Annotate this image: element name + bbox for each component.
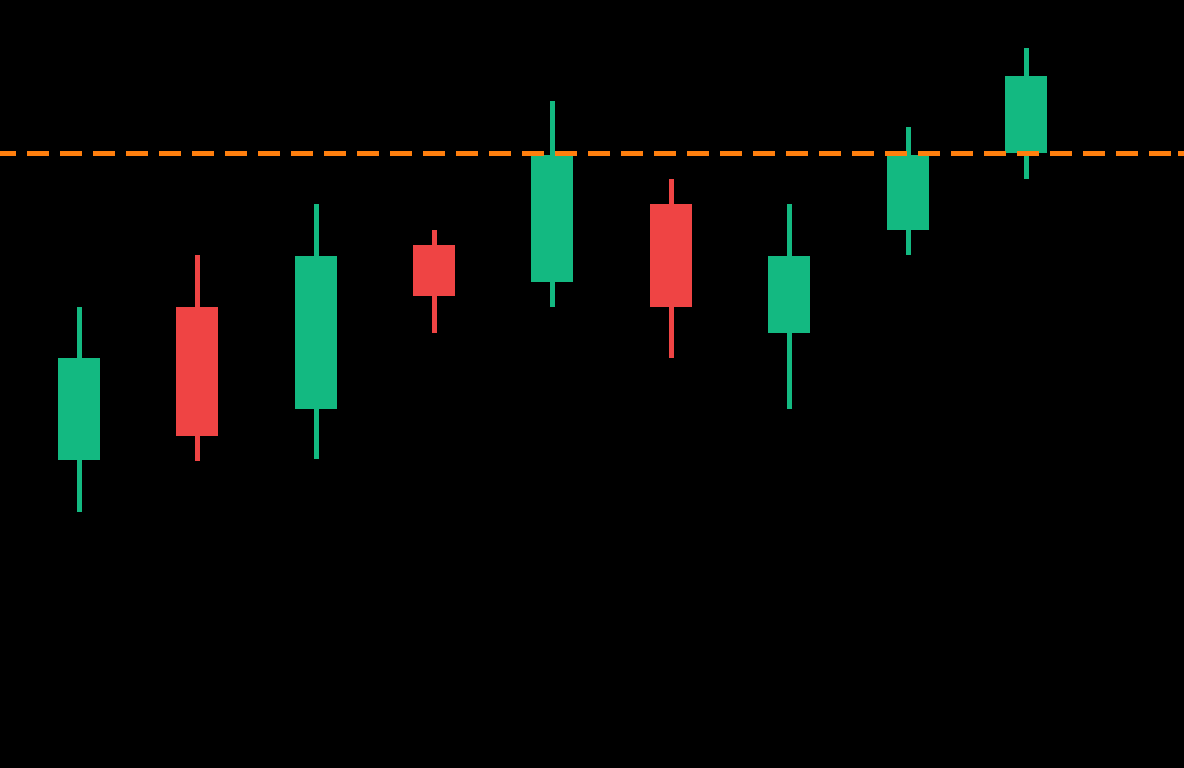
candle-body [768,256,810,333]
candle-body [295,256,337,409]
candle-body [176,307,218,436]
candle-body [1005,76,1047,153]
reference-price-line [0,151,1184,156]
candle-body [650,204,692,307]
candle-body [58,358,100,460]
candle-body [887,155,929,230]
candle-body [531,155,573,282]
candle-body [413,245,455,296]
